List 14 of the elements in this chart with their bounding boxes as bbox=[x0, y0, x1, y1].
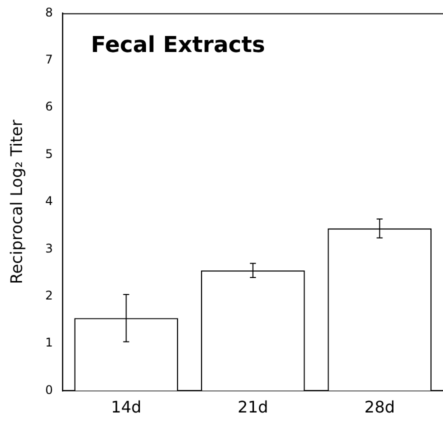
x-tick-label: 21d bbox=[238, 398, 268, 417]
y-tick-label: 2 bbox=[45, 288, 53, 303]
text: Fecal Extracts bbox=[90, 32, 266, 58]
y-tick-label: 8 bbox=[45, 5, 53, 20]
x-tick-label: 28d bbox=[364, 398, 395, 417]
y-tick-label: 6 bbox=[45, 100, 53, 114]
y-tick-label: 3 bbox=[45, 241, 53, 256]
y-tick-label: 0 bbox=[45, 382, 53, 397]
y-tick-label: 7 bbox=[45, 52, 53, 67]
y-tick-label: 5 bbox=[45, 146, 53, 161]
y-tick-label: 4 bbox=[45, 194, 53, 208]
x-tick-label: 14d bbox=[110, 398, 142, 417]
y-tick-label: 1 bbox=[45, 336, 53, 350]
y-axis-title: Reciprocal Log₂ Titer bbox=[6, 119, 26, 284]
